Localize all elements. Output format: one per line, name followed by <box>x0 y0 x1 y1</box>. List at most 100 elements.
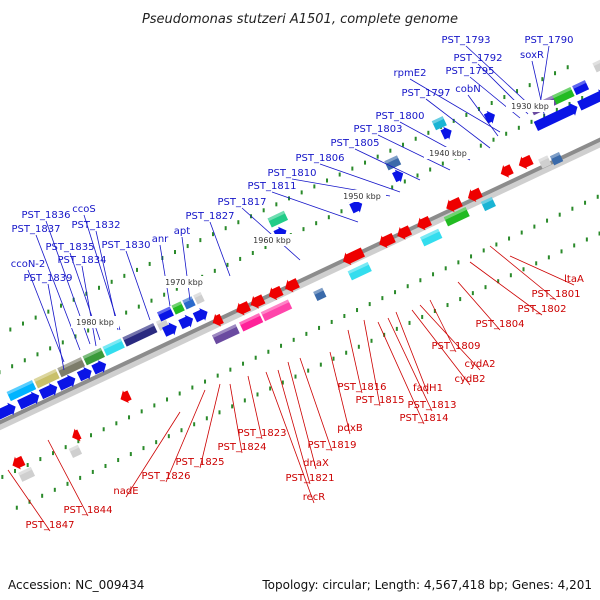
leader-line <box>457 281 501 331</box>
reverse-gene-arrow <box>518 154 534 170</box>
tick-mark <box>15 505 18 510</box>
tick-mark <box>547 255 550 260</box>
tick-mark <box>452 118 455 123</box>
reverse-gene-arrow <box>236 301 252 316</box>
tick-mark <box>429 167 432 172</box>
map-title: Pseudomonas stutzeri A1501, complete gen… <box>142 12 458 27</box>
tick-mark <box>533 224 536 229</box>
reverse-gene-arrow <box>285 278 300 293</box>
tick-mark <box>505 131 508 136</box>
gene-box <box>480 196 496 212</box>
gene-box <box>538 155 552 169</box>
tick-mark <box>102 427 105 432</box>
tick-mark <box>307 368 310 373</box>
leader-line <box>465 45 536 111</box>
forward-gene-arrow <box>192 308 208 323</box>
gene-label: PST_1844 <box>64 505 113 516</box>
tick-mark <box>140 409 143 414</box>
tick-mark <box>115 421 118 426</box>
tick-mark <box>433 309 436 314</box>
gene-label: PST_1813 <box>408 400 457 411</box>
leader-line <box>467 94 499 137</box>
tick-mark <box>87 328 90 333</box>
tick-mark <box>459 297 462 302</box>
leader-line <box>411 309 471 386</box>
gene-box <box>182 296 196 310</box>
leader-line <box>539 45 550 106</box>
tick-mark <box>535 261 538 266</box>
forward-gene-arrow <box>577 89 600 111</box>
leader-line <box>287 361 317 470</box>
gene-label: PST_1792 <box>454 53 503 64</box>
tick-mark <box>34 315 37 320</box>
tick-mark <box>596 194 599 199</box>
leader-line <box>247 375 263 440</box>
tick-mark <box>414 136 417 141</box>
tick-mark <box>9 327 12 332</box>
gene-label: PST_1827 <box>186 211 235 222</box>
leader-line <box>419 304 481 371</box>
tick-mark <box>269 386 272 391</box>
leader-line <box>265 371 315 504</box>
leader-line <box>199 383 221 469</box>
gene-label: PST_1821 <box>286 473 335 484</box>
tick-mark <box>267 349 270 354</box>
gene-box <box>122 323 158 347</box>
forward-gene-arrow <box>56 374 76 391</box>
leader-line <box>387 317 433 412</box>
tick-mark <box>584 200 587 205</box>
gene-label: PST_1804 <box>476 319 525 330</box>
tick-mark <box>585 237 588 242</box>
tick-mark <box>243 398 246 403</box>
tick-mark <box>218 410 221 415</box>
forward-gene-arrow <box>178 314 194 330</box>
gene-box <box>552 86 575 105</box>
gene-label: ccoS <box>72 204 95 215</box>
tick-mark <box>313 184 316 189</box>
tick-mark <box>356 308 359 313</box>
tick-mark <box>61 340 64 345</box>
gene-label: PST_1806 <box>296 153 345 164</box>
gene-label: PST_1826 <box>142 471 191 482</box>
leader-line <box>469 261 543 316</box>
gene-box <box>211 324 240 345</box>
scale-label-bg <box>71 316 119 328</box>
leader-line <box>229 383 243 454</box>
tick-mark <box>129 452 132 457</box>
tick-mark <box>23 358 26 363</box>
leader-line <box>7 469 51 532</box>
tick-mark <box>167 434 170 439</box>
tick-mark <box>497 279 500 284</box>
scale-label: 1970 kbp <box>165 278 203 287</box>
tick-mark <box>262 208 265 213</box>
tick-mark <box>213 268 216 273</box>
tick-mark <box>254 355 257 360</box>
tick-mark <box>288 196 291 201</box>
tick-mark <box>64 445 67 450</box>
tick-mark <box>495 242 498 247</box>
leader-line <box>425 98 491 149</box>
tick-mark <box>389 148 392 153</box>
tick-mark <box>231 404 234 409</box>
leader-line <box>125 411 181 498</box>
tick-mark <box>11 364 14 369</box>
tick-mark <box>110 279 113 284</box>
leader-line <box>377 321 425 425</box>
leader-line <box>95 230 119 331</box>
tick-mark <box>554 71 557 76</box>
reverse-gene-arrow <box>446 197 463 213</box>
leader-line <box>347 329 363 394</box>
tick-mark <box>427 130 430 135</box>
gene-label: recR <box>303 492 326 503</box>
tick-mark <box>90 433 93 438</box>
tick-mark <box>180 428 183 433</box>
forward-gene-arrow <box>0 402 16 421</box>
tick-mark <box>394 290 397 295</box>
tick-mark <box>59 303 62 308</box>
tick-mark <box>155 440 158 445</box>
tick-mark <box>150 298 153 303</box>
tick-mark <box>508 236 511 241</box>
tick-mark <box>330 319 333 324</box>
gene-label: dnaX <box>303 458 329 469</box>
leader-line <box>329 351 351 435</box>
